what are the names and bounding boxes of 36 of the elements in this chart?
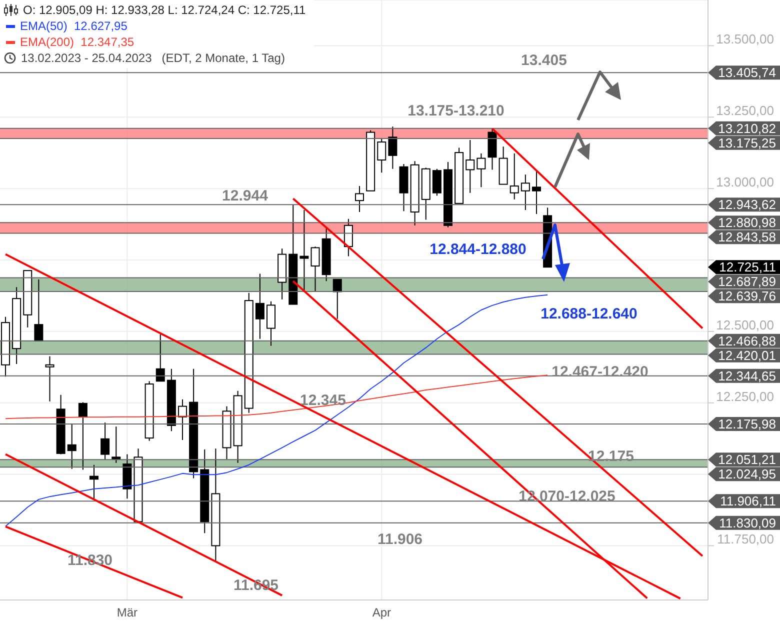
ref-line-label: 11.830,09 <box>719 515 776 530</box>
ref-line-label: 12.344,65 <box>718 368 776 384</box>
ref-line-label: 12.175,98 <box>718 416 776 432</box>
annotation: 11.906 <box>377 531 423 548</box>
y-tick-label: 12.250,00 <box>716 388 774 404</box>
y-tick-label: 13.000,00 <box>716 174 774 190</box>
legend-label: EMA(50) 12.627,95 <box>20 18 128 34</box>
legend-label: EMA(200) 12.347,35 <box>20 34 134 50</box>
annotation: 13.405 <box>521 52 567 69</box>
y-tick-label: 12.500,00 <box>716 317 774 332</box>
annotation: 12.944 <box>222 188 269 205</box>
ref-line-label: 12.051,21 <box>718 452 776 468</box>
x-tick-label: Apr <box>372 606 391 620</box>
ref-line-label: 11.906,11 <box>720 494 776 509</box>
ref-line-label: 12.943,62 <box>718 197 776 212</box>
annotation: 12.688-12.640 <box>540 305 638 322</box>
annotation: 13.175-13.210 <box>408 102 504 120</box>
ref-line-label: 13.175,25 <box>718 135 776 150</box>
ref-line-label: 12.687,89 <box>718 274 776 290</box>
y-tick-label: 13.500,00 <box>716 32 774 47</box>
annotation: 12.844-12.880 <box>430 241 526 258</box>
ref-line-label: 13.405,74 <box>718 65 776 80</box>
ref-line-label: 12.639,76 <box>718 288 776 304</box>
annotation: 12.345 <box>300 392 346 409</box>
ref-line-label: 12.880,98 <box>718 215 776 230</box>
text: 13.02.2023 - 25.04.2023 (EDT, 2 Monate, 1 Tag) <box>21 50 285 66</box>
ref-line-label: 12.420,01 <box>718 348 776 363</box>
text: 12.725,11 <box>719 260 776 275</box>
x-tick-label: Mär <box>116 606 138 620</box>
ref-line-label: 13.210,82 <box>718 120 776 136</box>
ref-line-label: 12.466,88 <box>718 333 776 348</box>
ref-line-label: 12.024,95 <box>718 466 776 482</box>
y-tick-label: 11.750,00 <box>717 532 774 547</box>
ref-line-label: 12.843,58 <box>718 230 776 245</box>
y-tick-label: 13.250,00 <box>716 103 774 118</box>
chart-title: O: 12.905,09 H: 12.933,28 L: 12.724,24 C: 12.725,11 <box>23 2 306 18</box>
